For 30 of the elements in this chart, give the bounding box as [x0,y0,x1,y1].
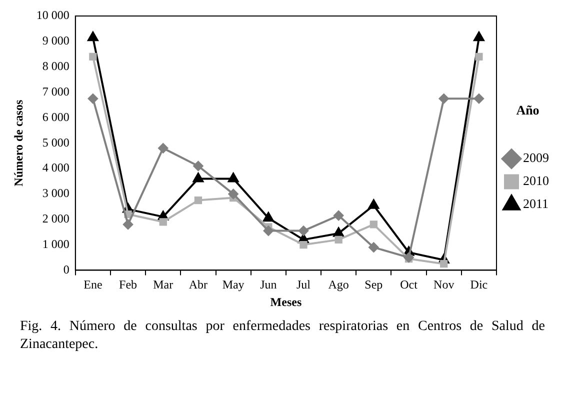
legend-label: 2010 [523,173,549,188]
x-tick-label: Jun [260,278,277,292]
x-tick-label: May [222,278,244,292]
legend-label: 2011 [523,196,549,212]
y-tick-label: 9 000 [42,34,70,48]
y-tick-label: 5 000 [42,135,70,150]
x-tick-label: Oct [400,278,418,292]
caption: Fig. 4. Número de consultas por enfermedades respiratorias en Centros de Salud de Zinacantepec. [20,318,545,354]
y-tick-label: 7 000 [42,84,70,98]
x-tick-label: Mar [153,278,174,292]
y-axis-title: Número de casos [11,100,26,186]
x-tick-label: Jul [296,278,312,292]
y-tick-label: 1 000 [42,236,70,251]
x-tick-label: Ago [328,278,349,292]
x-tick-label: Ene [84,278,102,292]
legend-label: 2009 [523,150,549,166]
x-tick-label: Dic [470,278,488,292]
x-tick-label: Abr [188,278,208,292]
legend-title: Año [516,102,540,118]
y-tick-label: 8 000 [42,58,70,73]
x-axis-title: Meses [270,294,302,309]
y-tick-label: 10 000 [36,8,70,22]
y-tick-label: 0 [63,262,70,276]
y-tick-label: 4 000 [42,160,70,175]
y-tick-label: 6 000 [42,110,70,124]
x-tick-label: Feb [119,278,138,292]
y-tick-label: 3 000 [42,186,70,200]
x-tick-label: Nov [434,278,454,292]
y-tick-label: 2 000 [42,212,70,226]
x-tick-label: Sep [364,278,383,292]
